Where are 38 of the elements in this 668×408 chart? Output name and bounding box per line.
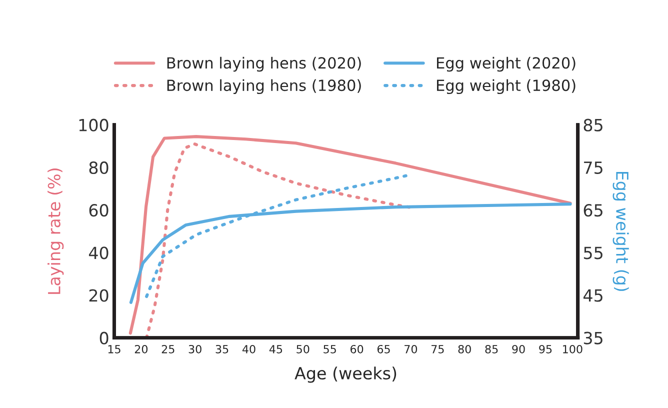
legend-label: Brown laying hens (1980) <box>167 79 361 94</box>
y-tick-label: 40 <box>88 246 108 260</box>
x-tick-label: 45 <box>269 345 282 354</box>
y2-tick-label: 55 <box>584 246 602 260</box>
x-tick-label: 85 <box>485 344 498 354</box>
y2-tick-label: 75 <box>584 162 602 174</box>
x-tick-label: 25 <box>162 344 174 354</box>
y2-tick-label: 85 <box>584 118 602 132</box>
x-tick-label: 70 <box>404 344 418 354</box>
y-tick-label: 60 <box>89 204 108 217</box>
y2-tick-label: 35 <box>584 332 602 344</box>
y2-tick-label: 45 <box>583 289 602 302</box>
x-tick-label: 80 <box>458 344 471 354</box>
x-axis-title: Age (weeks) <box>294 366 396 383</box>
legend-label: Brown laying hens (2020) <box>167 56 361 72</box>
x-tick-label: 75 <box>432 345 444 354</box>
x-tick-label: 30 <box>188 344 202 354</box>
x-tick-label: 65 <box>377 344 390 354</box>
x-tick-label: 55 <box>324 345 336 354</box>
x-tick-label: 40 <box>242 344 256 354</box>
legend-label: Egg weight (2020) <box>437 56 576 72</box>
y-axis-title: Laying rate (%) <box>48 168 64 294</box>
x-tick-label: 95 <box>539 344 552 354</box>
x-tick-label: 90 <box>512 344 525 354</box>
x-tick-label: 60 <box>350 344 364 354</box>
x-tick-label: 50 <box>296 344 310 354</box>
y2-tick-label: 65 <box>584 204 602 217</box>
x-tick-label: 35 <box>216 344 228 354</box>
y-tick-label: 0 <box>100 332 108 344</box>
line-series <box>128 135 572 335</box>
y2-axis-title: Egg weight (g) <box>612 172 629 291</box>
x-tick-label: 20 <box>134 344 148 354</box>
x-tick-label: 100 <box>563 344 582 354</box>
y-tick-label: 80 <box>89 161 108 174</box>
x-tick-label: 15 <box>108 345 120 354</box>
y-tick-label: 100 <box>79 118 108 132</box>
y-tick-label: 20 <box>89 289 108 302</box>
legend-label: Egg weight (1980) <box>437 79 576 94</box>
